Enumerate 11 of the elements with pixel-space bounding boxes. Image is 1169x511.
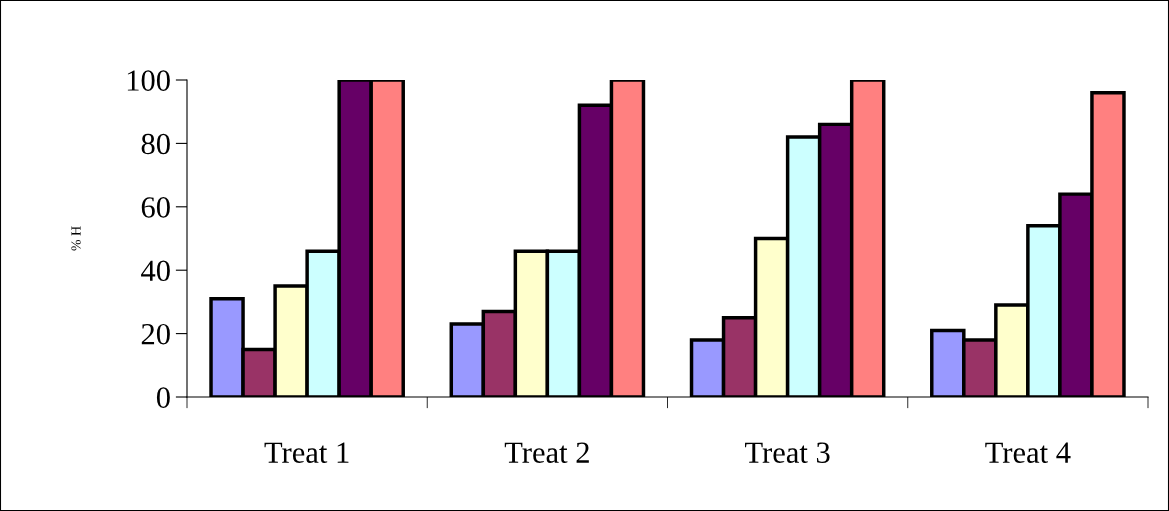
y-tick-label: 80 — [141, 133, 170, 155]
y-tick-label: 60 — [141, 197, 170, 218]
x-tick-label: Treat 3 — [745, 442, 830, 463]
y-tick-label: 20 — [141, 323, 170, 345]
y-tick-label: 100 — [127, 70, 170, 91]
x-tick-label: Treat 4 — [985, 442, 1071, 463]
y-tick-label: 0 — [156, 387, 170, 408]
x-tick-label: Treat 2 — [504, 442, 589, 463]
y-tick-label: 40 — [141, 260, 170, 282]
y-axis-title: % H — [71, 226, 81, 251]
x-tick-label: Treat 1 — [264, 442, 349, 463]
